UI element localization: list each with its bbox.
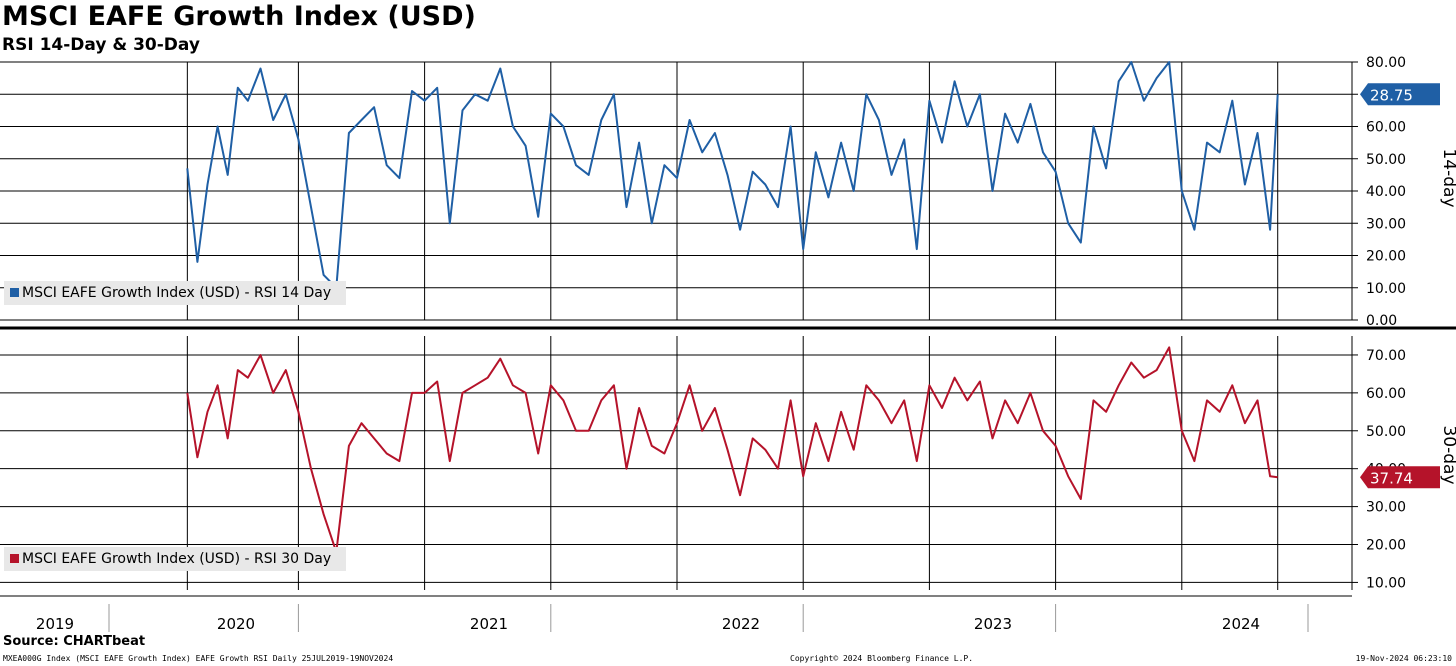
- y-tick-label: 30.00: [1366, 500, 1406, 516]
- y-tick-label: 60.00: [1366, 120, 1406, 136]
- series-line-rsi30: [186, 346, 1278, 554]
- x-axis: 2019 2020 2021 2022 2023 2024: [36, 604, 1309, 633]
- legend-swatch: [10, 288, 19, 297]
- y-tick-label: 60.00: [1366, 386, 1406, 402]
- panel-rsi14: 0.0010.0020.0030.0040.0050.0060.0070.008…: [0, 55, 1456, 329]
- y-axis-title: 30-day: [1439, 425, 1456, 484]
- y-axis-title: 14-day: [1439, 148, 1456, 207]
- x-tick-label: 2020: [217, 615, 255, 633]
- panel-rsi30: 10.0020.0030.0040.0050.0060.0070.0037.74…: [0, 336, 1456, 591]
- y-tick-label: 40.00: [1366, 184, 1406, 200]
- y-tick-label: 0.00: [1366, 313, 1397, 329]
- footer-timestamp: 19-Nov-2024 06:23:10: [1355, 654, 1452, 663]
- last-value-label: 28.75: [1370, 86, 1413, 104]
- y-tick-label: 10.00: [1366, 575, 1406, 591]
- legend-box: [4, 547, 346, 571]
- legend-swatch: [10, 554, 19, 563]
- last-value-flag: [1360, 466, 1440, 489]
- y-tick-label: 70.00: [1366, 348, 1406, 364]
- chart-title: MSCI EAFE Growth Index (USD): [2, 1, 476, 32]
- footer-left: MXEA000G Index (MSCI EAFE Growth Index) …: [3, 654, 394, 663]
- y-tick-label: 50.00: [1366, 152, 1406, 168]
- x-tick-label: 2021: [470, 615, 508, 633]
- y-tick-label: 20.00: [1366, 538, 1406, 554]
- x-tick-label: 2024: [1222, 615, 1260, 633]
- legend-label: MSCI EAFE Growth Index (USD) - RSI 30 Da…: [22, 551, 331, 567]
- last-value-label: 37.74: [1370, 469, 1413, 487]
- y-tick-label: 80.00: [1366, 55, 1406, 71]
- y-tick-label: 20.00: [1366, 249, 1406, 265]
- chart-subtitle: RSI 14-Day & 30-Day: [2, 35, 200, 55]
- x-tick-label: 2019: [36, 615, 74, 633]
- x-tick-label: 2022: [722, 615, 760, 633]
- source-note: Source: CHARTbeat: [3, 634, 146, 649]
- y-tick-label: 50.00: [1366, 424, 1406, 440]
- series-line-rsi14: [186, 61, 1279, 289]
- legend-box: [4, 281, 346, 305]
- footer-copyright: Copyright© 2024 Bloomberg Finance L.P.: [790, 654, 974, 663]
- y-tick-label: 10.00: [1366, 281, 1406, 297]
- y-tick-label: 30.00: [1366, 216, 1406, 232]
- x-tick-label: 2023: [974, 615, 1012, 633]
- legend-label: MSCI EAFE Growth Index (USD) - RSI 14 Da…: [22, 285, 331, 301]
- last-value-flag: [1360, 83, 1440, 106]
